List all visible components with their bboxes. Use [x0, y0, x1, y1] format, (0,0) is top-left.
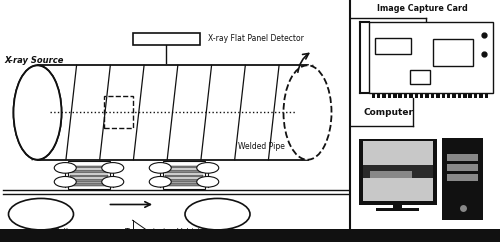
- Bar: [447, 174, 478, 181]
- Bar: [447, 164, 478, 171]
- Bar: [70, 175, 108, 177]
- Circle shape: [197, 176, 219, 187]
- Bar: [0, 229, 500, 242]
- Text: Image Capture Card: Image Capture Card: [377, 4, 468, 13]
- Bar: [447, 93, 450, 98]
- Bar: [404, 93, 407, 98]
- Bar: [382, 93, 386, 98]
- Bar: [398, 93, 402, 98]
- Bar: [452, 93, 456, 98]
- Bar: [377, 93, 380, 98]
- Text: Transmission Vehicle: Transmission Vehicle: [125, 228, 205, 237]
- Text: X-ray Source: X-ray Source: [4, 56, 64, 65]
- Bar: [104, 96, 133, 128]
- Circle shape: [149, 163, 171, 173]
- Bar: [68, 161, 110, 189]
- Bar: [165, 179, 203, 182]
- Bar: [479, 93, 482, 98]
- Bar: [372, 93, 375, 98]
- Bar: [388, 93, 391, 98]
- Circle shape: [185, 198, 250, 230]
- Bar: [431, 93, 434, 98]
- Bar: [165, 170, 203, 173]
- Bar: [70, 170, 108, 173]
- Bar: [70, 179, 108, 182]
- Bar: [165, 183, 203, 186]
- Bar: [363, 165, 432, 178]
- Ellipse shape: [14, 66, 61, 159]
- Bar: [442, 93, 445, 98]
- Bar: [359, 139, 436, 205]
- Bar: [447, 154, 478, 161]
- Text: X-ray Flat Panel Detector: X-ray Flat Panel Detector: [208, 34, 304, 43]
- Text: Computer: Computer: [363, 108, 413, 117]
- Text: Rollers: Rollers: [54, 228, 80, 237]
- Bar: [474, 93, 478, 98]
- Ellipse shape: [284, 65, 332, 160]
- Bar: [376, 208, 419, 211]
- Circle shape: [54, 176, 76, 187]
- Circle shape: [149, 176, 171, 187]
- Bar: [426, 93, 429, 98]
- Bar: [468, 93, 472, 98]
- Bar: [436, 93, 440, 98]
- Bar: [442, 138, 483, 220]
- Circle shape: [102, 163, 124, 173]
- Circle shape: [54, 163, 76, 173]
- Bar: [484, 93, 488, 98]
- Bar: [369, 22, 492, 93]
- Circle shape: [102, 176, 124, 187]
- Bar: [463, 93, 466, 98]
- Ellipse shape: [14, 65, 62, 160]
- Bar: [370, 171, 412, 178]
- Bar: [432, 39, 472, 66]
- Bar: [70, 166, 108, 168]
- Bar: [375, 38, 411, 54]
- Circle shape: [197, 163, 219, 173]
- Bar: [163, 161, 206, 189]
- Bar: [165, 175, 203, 177]
- Text: Welded Pipe: Welded Pipe: [238, 142, 284, 151]
- Bar: [410, 70, 430, 84]
- Bar: [363, 141, 432, 201]
- Bar: [70, 183, 108, 186]
- Bar: [458, 93, 461, 98]
- Bar: [393, 204, 402, 209]
- Bar: [414, 93, 418, 98]
- Bar: [420, 93, 424, 98]
- Bar: [165, 166, 203, 168]
- Bar: [393, 93, 396, 98]
- Bar: [132, 33, 200, 45]
- Circle shape: [8, 198, 74, 230]
- Bar: [409, 93, 412, 98]
